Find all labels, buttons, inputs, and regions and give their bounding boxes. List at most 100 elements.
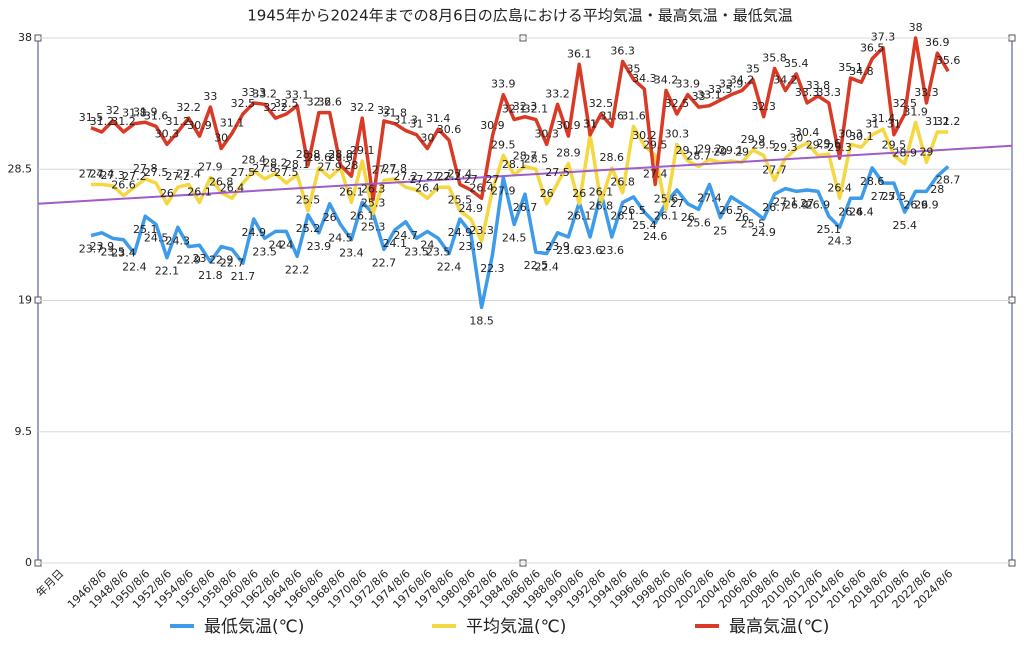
data-label: 32.2 [176,101,201,114]
data-label: 26.5 [719,204,744,217]
data-label: 26.4 [827,181,852,194]
data-label: 31.2 [111,115,136,128]
data-label: 32.1 [524,103,549,116]
data-label: 31.8 [383,107,408,120]
data-label: 24.3 [827,234,852,247]
data-label: 29 [919,145,933,158]
data-label: 26.4 [220,181,245,194]
data-label: 38 [909,21,923,34]
y-tick-label: 19 [18,294,32,307]
data-label: 22.9 [176,254,201,267]
data-label: 30.9 [480,119,505,132]
data-label: 23.7 [79,243,104,256]
data-label: 23.3 [469,224,494,237]
data-label: 27 [410,173,424,186]
data-label: 26.1 [589,185,614,198]
data-label: 21.7 [231,270,256,283]
data-label: 26.1 [350,209,375,222]
series-line [91,120,949,243]
data-label: 30.3 [665,127,690,140]
data-label: 23.6 [578,244,603,257]
data-label: 26.5 [621,204,646,217]
data-label: 26.8 [610,176,635,189]
data-label: 26.1 [654,209,679,222]
data-label: 28.2 [263,156,288,169]
data-label: 27.3 [100,169,125,182]
data-label: 24.9 [242,226,267,239]
data-label: 25.3 [361,196,386,209]
data-label: 27.4 [643,167,668,180]
data-label: 32.5 [665,97,690,110]
data-label: 31 [865,118,879,131]
data-label: 33 [692,90,706,103]
data-label: 33.3 [795,86,820,99]
data-label: 30.3 [838,127,863,140]
data-label: 23.6 [556,244,581,257]
data-label: 29.5 [643,138,668,151]
data-label: 28.7 [686,149,711,162]
data-label: 25.5 [741,218,766,231]
data-label: 31.9 [133,105,158,118]
data-label: 18.5 [469,314,494,327]
data-label: 31.8 [122,107,147,120]
data-label: 30.3 [155,127,180,140]
data-label: 30.1 [849,130,874,143]
data-label: 27.8 [252,162,277,175]
data-label: 35.1 [838,61,863,74]
data-label: 29.5 [491,138,516,151]
y-tick-label: 9.5 [15,425,33,438]
data-label: 35 [746,62,760,75]
data-label: 33.9 [719,78,744,91]
data-label: 34.2 [730,74,755,87]
data-label: 31.2 [925,115,950,128]
data-label: 27.9 [491,185,516,198]
data-label: 28.6 [860,175,885,188]
data-label: 29.5 [751,138,776,151]
data-label: 25.2 [296,222,321,235]
data-label: 27.8 [383,162,408,175]
data-label: 26.9 [914,198,939,211]
data-label: 27.2 [166,170,191,183]
data-label: 24.6 [643,230,668,243]
data-label: 25.4 [893,219,918,232]
data-label: 24.9 [459,202,484,215]
data-label: 31 [583,118,597,131]
data-label: 26.9 [903,198,928,211]
data-label: 34.2 [773,74,798,87]
data-label: 30.2 [632,129,657,142]
data-label: 27.5 [545,166,570,179]
data-label: 33 [203,90,217,103]
data-label: 23.5 [100,245,125,258]
data-label: 28.6 [307,151,332,164]
data-label: 32 [106,104,120,117]
data-label: 36.3 [610,44,635,57]
data-label: 23.5 [404,245,429,258]
data-label: 31.1 [220,116,245,129]
data-label: 25.4 [632,219,657,232]
data-label: 33.2 [545,87,570,100]
data-label: 29.3 [827,141,852,154]
data-label: 26.7 [762,201,787,214]
data-label: 32.3 [751,100,776,113]
data-label: 24.9 [448,226,473,239]
data-label: 31.4 [426,112,451,125]
data-label: 27.9 [198,161,223,174]
data-label: 30.9 [187,119,212,132]
data-label: 29.6 [817,137,842,150]
data-label: 31.9 [903,105,928,118]
data-label: 35.6 [936,54,961,67]
data-label: 26.8 [589,200,614,213]
data-label: 24 [279,238,293,251]
data-label: 29.1 [350,144,375,157]
data-label: 22.4 [437,261,462,274]
data-label: 29.1 [719,144,744,157]
data-label: 29.2 [697,143,722,156]
data-label: 32 [377,104,391,117]
series-line [90,36,950,202]
data-label: 32.2 [350,101,375,114]
data-label: 32.3 [513,100,538,113]
data-label: 29 [735,145,749,158]
data-label: 22.3 [480,262,505,275]
data-label: 26.6 [111,179,136,192]
data-label: 27.9 [317,161,342,174]
